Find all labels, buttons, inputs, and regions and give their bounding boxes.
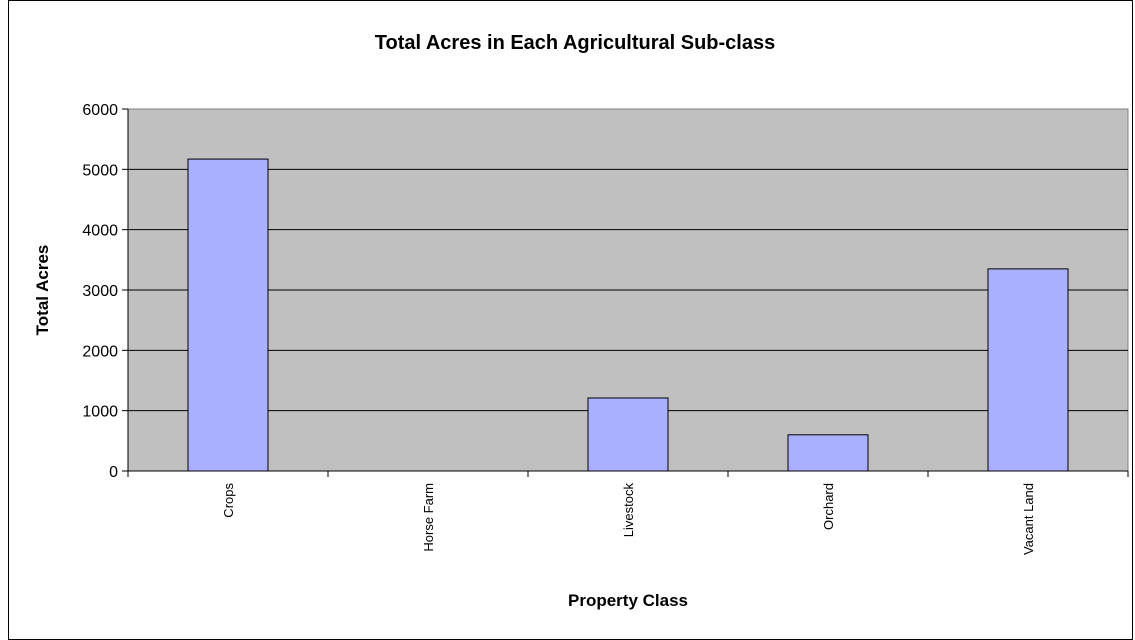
x-tick-label: Livestock <box>621 483 636 538</box>
y-tick-label: 0 <box>109 464 118 481</box>
bar-crops <box>187 158 269 472</box>
y-tick-label: 4000 <box>82 223 118 240</box>
y-tick-label: 5000 <box>82 162 118 179</box>
bar-livestock <box>587 397 669 472</box>
bar-orchard <box>787 434 869 472</box>
y-tick-label: 1000 <box>82 404 118 421</box>
y-tick-label: 2000 <box>82 343 118 360</box>
x-tick-label: Orchard <box>821 483 836 530</box>
chart-title: Total Acres in Each Agricultural Sub-cla… <box>375 32 775 54</box>
gridlines <box>128 168 1128 412</box>
x-tick-label: Vacant Land <box>1021 483 1036 555</box>
x-tick-label: Horse Farm <box>421 483 436 552</box>
bar-vacant-land <box>987 268 1069 472</box>
y-tick-labels: 0 1000 2000 3000 4000 5000 6000 <box>82 102 118 481</box>
y-tick-label: 3000 <box>82 283 118 300</box>
y-tick-label: 6000 <box>82 102 118 119</box>
bars <box>187 158 1069 472</box>
x-tick-labels: Crops Horse Farm Livestock Orchard Vacant La… <box>221 483 1036 556</box>
x-axis-title: Property Class <box>568 591 688 610</box>
y-axis-title: Total Acres <box>33 245 52 336</box>
axes <box>122 108 1129 477</box>
x-tick-label: Crops <box>221 483 236 518</box>
